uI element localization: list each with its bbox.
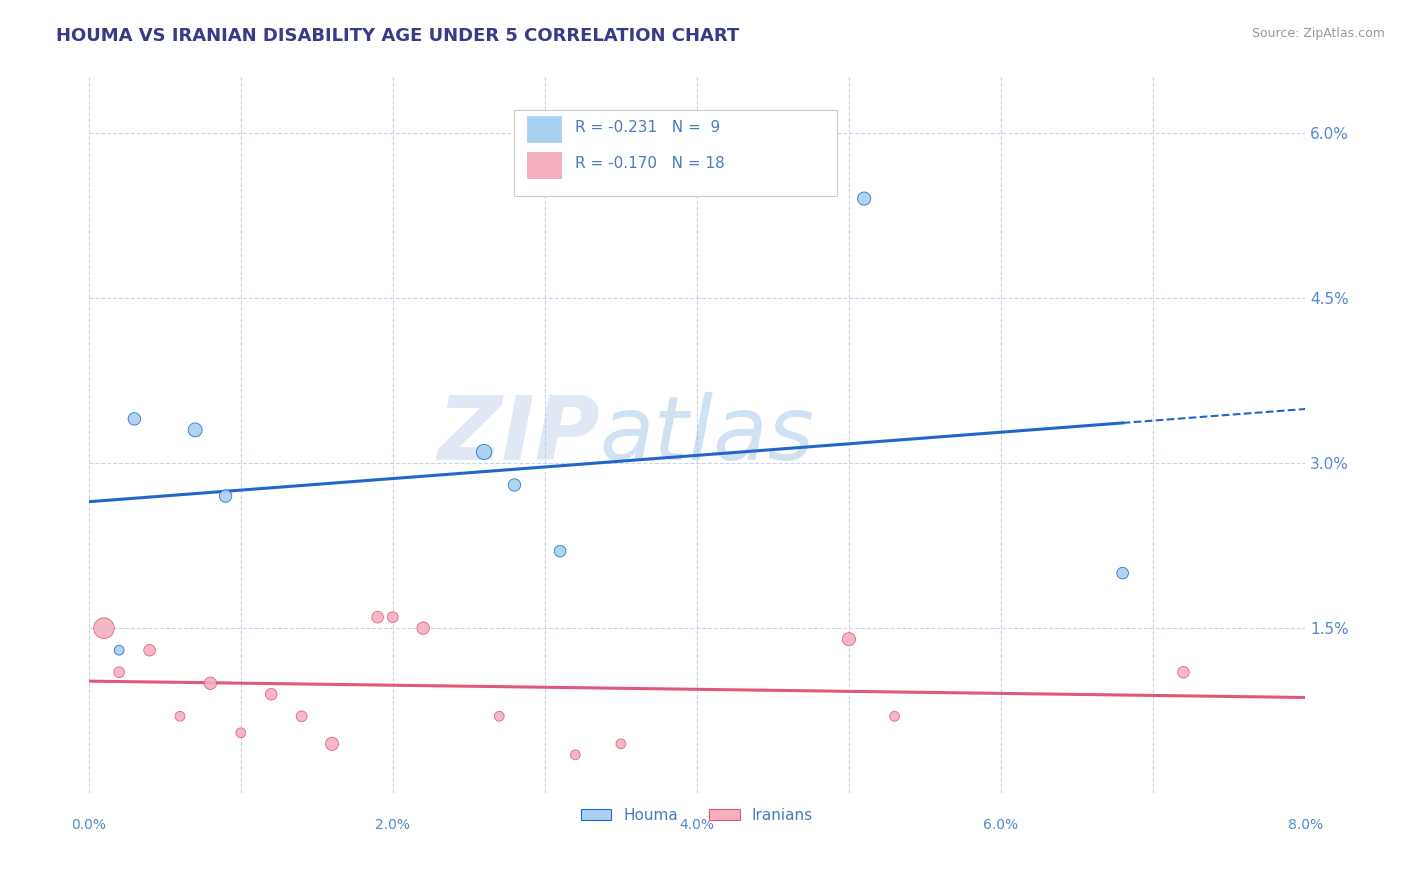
Point [169, 709, 191, 723]
Text: ZIP: ZIP [437, 392, 599, 479]
Point [883, 709, 905, 723]
Point [548, 544, 571, 558]
Text: 4.0%: 4.0% [679, 818, 714, 832]
Point [503, 478, 526, 492]
Point [108, 665, 131, 680]
Text: atlas: atlas [599, 392, 814, 478]
Point [321, 737, 343, 751]
Point [472, 445, 495, 459]
Point [1173, 665, 1195, 680]
Point [381, 610, 404, 624]
Point [412, 621, 434, 635]
Legend: Houma, Iranians: Houma, Iranians [575, 802, 820, 829]
Text: R = -0.231   N =  9: R = -0.231 N = 9 [575, 120, 720, 135]
Point [564, 747, 586, 762]
Point [200, 676, 222, 690]
Point [853, 192, 876, 206]
Point [184, 423, 207, 437]
Point [1111, 566, 1133, 580]
Text: 8.0%: 8.0% [1288, 818, 1323, 832]
Text: 0.0%: 0.0% [72, 818, 107, 832]
Text: 6.0%: 6.0% [983, 818, 1018, 832]
Point [610, 737, 633, 751]
Text: 2.0%: 2.0% [375, 818, 411, 832]
FancyBboxPatch shape [527, 152, 561, 178]
Point [488, 709, 510, 723]
Point [260, 687, 283, 701]
Point [214, 489, 236, 503]
Point [108, 643, 131, 657]
Text: HOUMA VS IRANIAN DISABILITY AGE UNDER 5 CORRELATION CHART: HOUMA VS IRANIAN DISABILITY AGE UNDER 5 … [56, 27, 740, 45]
Point [138, 643, 160, 657]
Point [93, 621, 115, 635]
FancyBboxPatch shape [527, 116, 561, 142]
Point [838, 632, 860, 647]
Point [367, 610, 389, 624]
Point [291, 709, 314, 723]
Text: Source: ZipAtlas.com: Source: ZipAtlas.com [1251, 27, 1385, 40]
Point [124, 412, 146, 426]
Text: R = -0.170   N = 18: R = -0.170 N = 18 [575, 156, 725, 171]
Point [229, 726, 252, 740]
FancyBboxPatch shape [515, 110, 837, 195]
